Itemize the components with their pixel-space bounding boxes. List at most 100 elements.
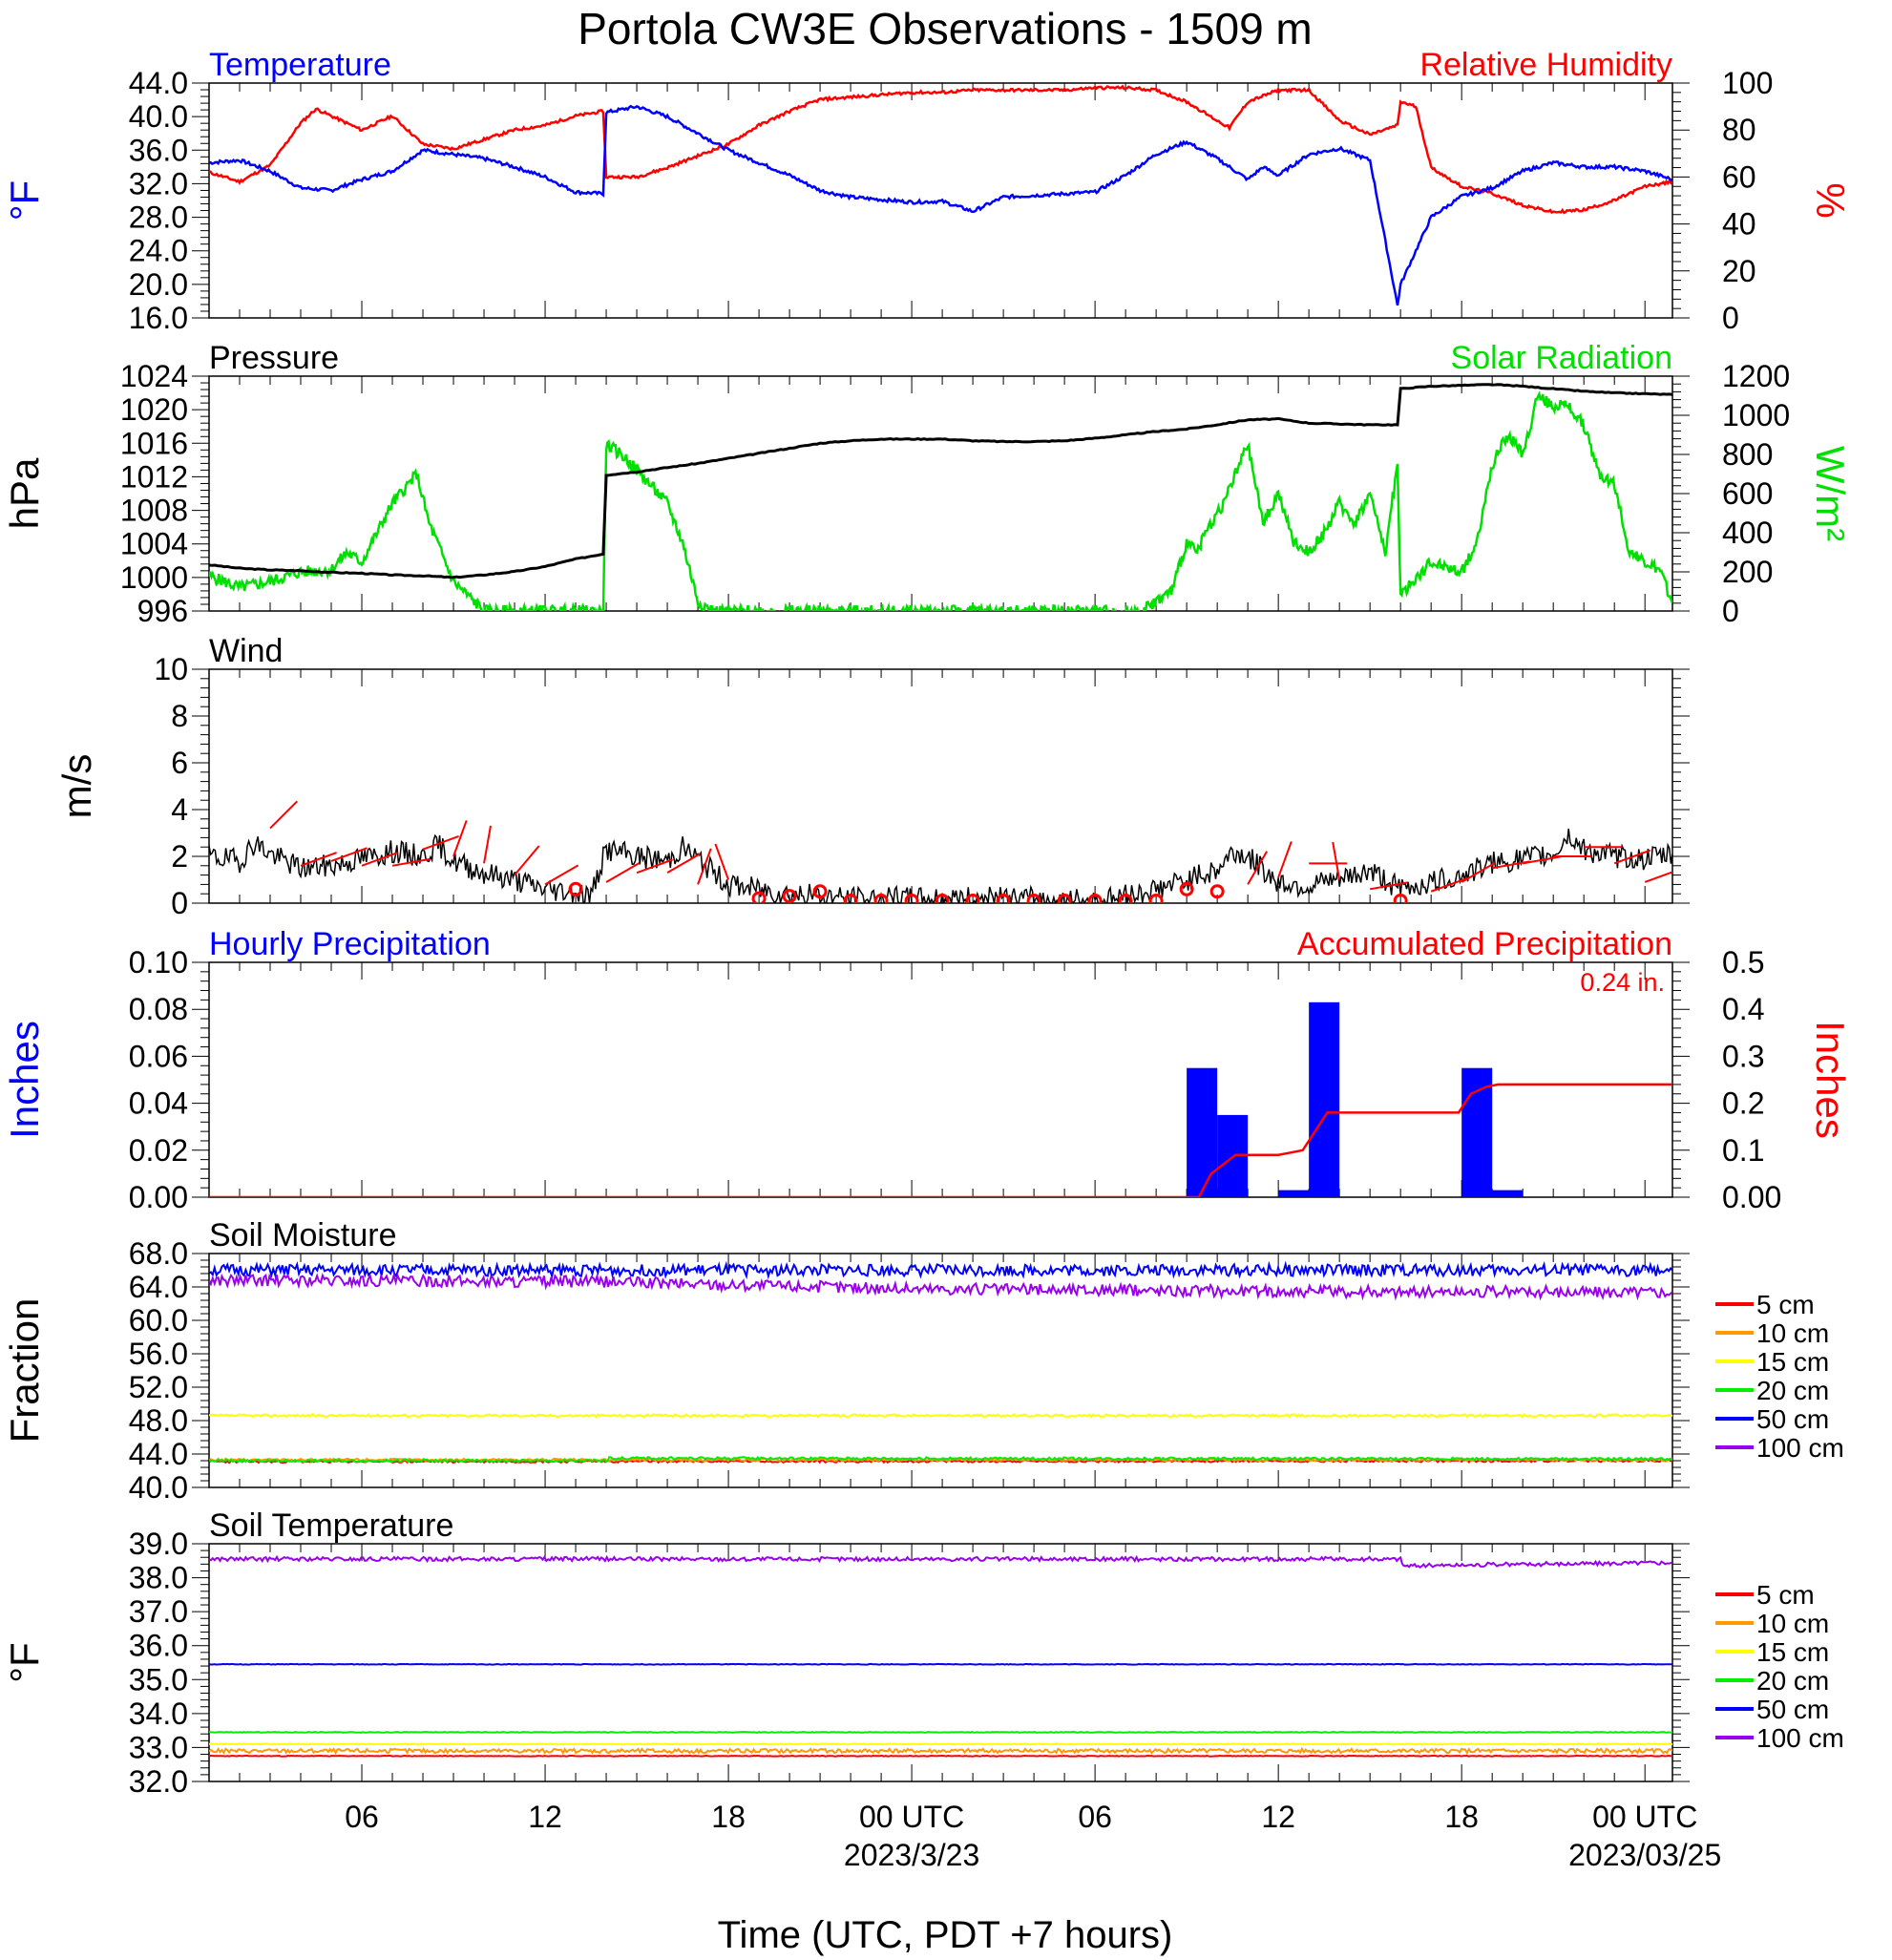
y-tick-label-left: 40.0 <box>129 99 188 134</box>
wind-barb <box>636 858 673 875</box>
x-tick-label: 18 <box>1444 1800 1479 1834</box>
y-tick-label-left: 44.0 <box>129 66 188 100</box>
wind-barb <box>514 845 540 876</box>
y-axis-label-left: Inches <box>2 1021 47 1139</box>
y-tick-label-left: 0.04 <box>129 1086 188 1121</box>
series-15-cm <box>209 1413 1672 1419</box>
y-tick-label-left: 8 <box>171 699 188 733</box>
y-tick-label-left: 38.0 <box>129 1561 188 1595</box>
x-tick-label: 18 <box>711 1800 746 1834</box>
y-tick-label-right: 400 <box>1722 516 1773 550</box>
wind-barb <box>697 848 712 885</box>
y-tick-label-left: 6 <box>171 746 188 780</box>
x-tick-label: 06 <box>345 1800 379 1834</box>
wind-calm-marker <box>1209 884 1225 899</box>
y-tick-label-right: 0.4 <box>1722 992 1764 1026</box>
y-tick-label-left: 4 <box>171 792 188 827</box>
y-tick-label-left: 0.00 <box>129 1180 188 1214</box>
wind-barb <box>1369 881 1408 891</box>
plot-area <box>209 1554 1672 1758</box>
plot-area <box>209 84 1672 306</box>
x-tick-label: 12 <box>528 1800 562 1834</box>
legend-label: 15 cm <box>1756 1347 1829 1377</box>
wind-calm-marker <box>1393 894 1408 903</box>
wind-barb <box>544 864 579 886</box>
y-tick-label-left: 1016 <box>120 426 188 460</box>
series-20-cm <box>209 1455 1672 1464</box>
y-tick-label-left: 36.0 <box>129 133 188 167</box>
y-tick-label-left: 32.0 <box>129 1764 188 1799</box>
series-wind-speed <box>209 828 1672 903</box>
wind-barb <box>452 820 468 857</box>
precip-bar <box>1309 1001 1340 1197</box>
y-tick-label-right: 800 <box>1722 437 1773 472</box>
plot-frame <box>208 1543 1673 1782</box>
y-axis-label-left: °F <box>2 180 47 221</box>
wind-calm-marker <box>1148 894 1164 903</box>
wind-barb <box>361 852 398 867</box>
y-tick-label-right: 20 <box>1722 254 1756 288</box>
y-tick-label-right: 0 <box>1722 594 1739 628</box>
wind-calm-marker <box>568 881 583 896</box>
y-tick-label-left: 44.0 <box>129 1437 188 1471</box>
legend-label: 10 cm <box>1756 1609 1829 1638</box>
y-axis-label-left: m/s <box>54 754 99 819</box>
y-tick-label-right: 1000 <box>1722 398 1790 432</box>
wind-barb <box>1332 841 1341 880</box>
series-solar-radiation <box>209 390 1672 611</box>
panel-title-right: Accumulated Precipitation <box>1297 926 1672 962</box>
y-axis-label-left: hPa <box>2 457 47 529</box>
y-tick-label-right: 0 <box>1722 301 1739 335</box>
panels-group: 44.040.036.032.028.024.020.016.010080604… <box>2 47 1853 1872</box>
y-tick-label-left: 0.02 <box>129 1133 188 1168</box>
y-tick-label-left: 68.0 <box>129 1236 188 1271</box>
wind-calm-marker <box>843 894 858 903</box>
legend-label: 100 cm <box>1756 1723 1844 1753</box>
wind-calm-marker <box>1026 894 1041 903</box>
wind-barb <box>1523 855 1561 865</box>
series-100-cm <box>209 1272 1672 1301</box>
y-axis-label-left: Fraction <box>2 1298 47 1444</box>
plot-area <box>209 1001 1672 1197</box>
y-tick-label-left: 64.0 <box>129 1270 188 1304</box>
series-10-cm <box>209 1746 1672 1756</box>
legend-label: 100 cm <box>1756 1433 1844 1463</box>
y-tick-label-left: 37.0 <box>129 1594 188 1629</box>
wind-calm-marker <box>904 894 919 903</box>
panel-pressure_solar: 1024102010161012100810041000996120010008… <box>2 340 1853 628</box>
y-tick-label-left: 996 <box>137 594 188 628</box>
plot-area <box>209 1260 1672 1465</box>
plot-frame <box>208 1253 1673 1488</box>
y-axis-label-right: % <box>1808 182 1853 218</box>
y-tick-label-right: 0.3 <box>1722 1039 1764 1073</box>
panel-title-left: Temperature <box>209 47 391 83</box>
panel-title-right: Solar Radiation <box>1451 340 1672 376</box>
y-tick-label-left: 56.0 <box>129 1337 188 1371</box>
wind-calm-marker <box>965 894 980 903</box>
y-tick-label-left: 40.0 <box>129 1470 188 1505</box>
wind-calm-marker <box>812 884 828 899</box>
panel-title-left: Wind <box>209 633 283 669</box>
plot-area <box>209 383 1672 611</box>
series-15-cm <box>209 1742 1672 1746</box>
wind-barb <box>666 853 702 875</box>
y-tick-label-left: 34.0 <box>129 1697 188 1731</box>
wind-barb <box>1277 841 1293 878</box>
y-tick-label-left: 16.0 <box>129 301 188 335</box>
y-tick-label-left: 35.0 <box>129 1662 188 1697</box>
wind-calm-marker <box>1118 894 1133 903</box>
y-tick-label-left: 0 <box>171 886 188 920</box>
legend-label: 10 cm <box>1756 1318 1829 1348</box>
wind-barb <box>483 825 492 864</box>
y-tick-label-right: 200 <box>1722 555 1773 589</box>
panel-temperature_humidity: 44.040.036.032.028.024.020.016.0 100 80 60 4… <box>2 47 1853 335</box>
y-tick-label-left: 1020 <box>120 392 188 427</box>
y-tick-label-left: 10 <box>154 652 188 686</box>
y-tick-label-left: 48.0 <box>129 1403 188 1438</box>
y-tick-label-right: 100 <box>1722 66 1773 100</box>
series-5-cm <box>209 1754 1672 1758</box>
y-tick-label-right: 0.5 <box>1722 945 1764 980</box>
panel-title-left: Soil Moisture <box>209 1217 397 1254</box>
x-tick-label: 12 <box>1261 1800 1295 1834</box>
y-tick-label-left: 33.0 <box>129 1730 188 1764</box>
